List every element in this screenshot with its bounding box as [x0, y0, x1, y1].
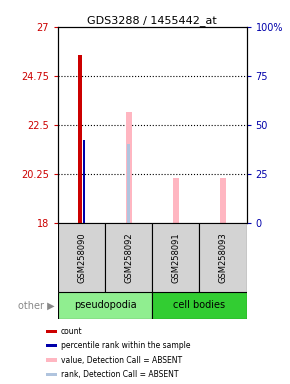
Bar	[127, 144, 130, 223]
Text: rank, Detection Call = ABSENT: rank, Detection Call = ABSENT	[61, 370, 178, 379]
Bar	[82, 140, 85, 223]
Bar	[105, 223, 152, 292]
Bar	[46, 344, 57, 347]
Bar	[46, 358, 57, 362]
Bar	[46, 329, 57, 333]
Bar	[46, 373, 57, 376]
Text: GSM258093: GSM258093	[218, 232, 227, 283]
Text: GSM258091: GSM258091	[171, 232, 180, 283]
Text: GSM258092: GSM258092	[124, 232, 133, 283]
Bar	[78, 55, 81, 223]
Text: other ▶: other ▶	[19, 300, 55, 310]
Bar	[173, 178, 179, 223]
Text: value, Detection Call = ABSENT: value, Detection Call = ABSENT	[61, 356, 182, 364]
Bar	[58, 292, 152, 319]
Bar	[58, 223, 105, 292]
Bar	[152, 292, 246, 319]
Bar	[220, 178, 226, 223]
Title: GDS3288 / 1455442_at: GDS3288 / 1455442_at	[87, 15, 217, 26]
Text: count: count	[61, 327, 82, 336]
Text: cell bodies: cell bodies	[173, 300, 225, 310]
Bar	[200, 223, 246, 292]
Text: GSM258090: GSM258090	[77, 232, 86, 283]
Bar	[152, 223, 200, 292]
Text: percentile rank within the sample: percentile rank within the sample	[61, 341, 190, 350]
Text: pseudopodia: pseudopodia	[74, 300, 136, 310]
Bar	[126, 112, 132, 223]
